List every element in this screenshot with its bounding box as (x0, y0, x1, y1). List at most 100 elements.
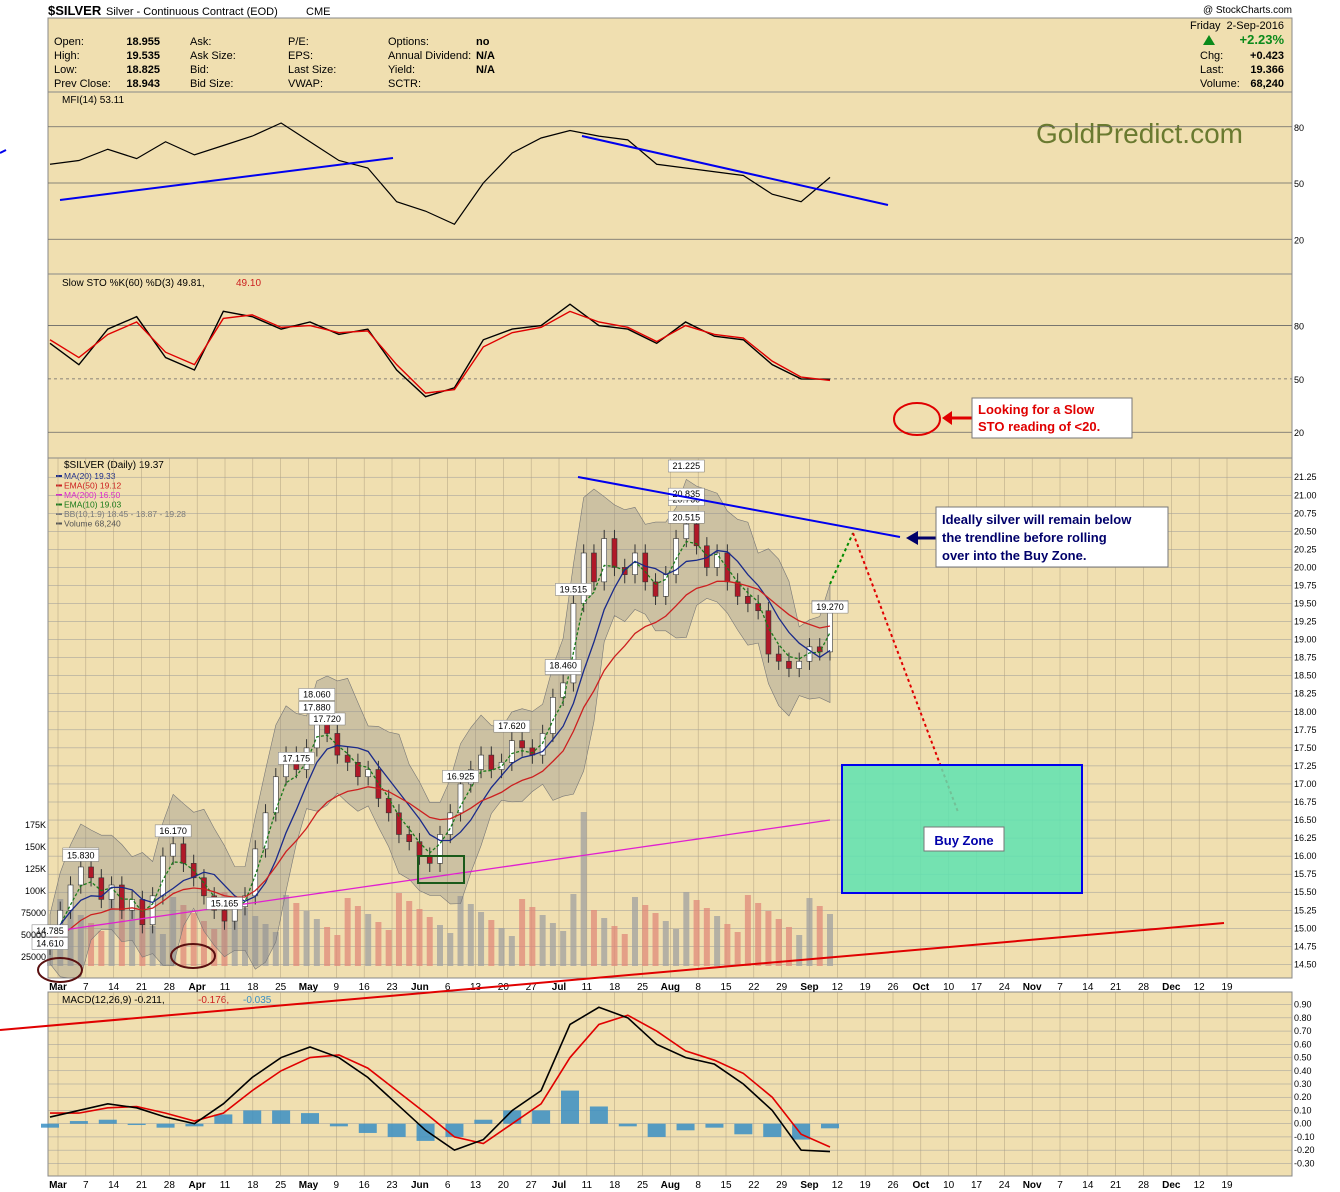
volume-bar (180, 905, 187, 966)
mfi-tick-label: 20 (1294, 235, 1304, 245)
volume-bar (816, 906, 823, 966)
sto-title-d: 49.10 (236, 278, 261, 289)
x-tick-label: Oct (912, 982, 929, 993)
candle-body (170, 843, 176, 857)
price-tick-label: 17.50 (1294, 743, 1317, 753)
volume-bar (88, 923, 95, 966)
volume-bar (313, 919, 320, 966)
macd-x-tick-label: 22 (748, 1180, 760, 1191)
macd-x-tick-label: 26 (887, 1180, 899, 1191)
volume-bar (416, 909, 423, 966)
macd-signal-line (50, 1014, 831, 1148)
macd-histogram-bar (387, 1123, 406, 1137)
quote-label: SCTR: (388, 78, 421, 90)
macd-tick-label: 0.40 (1294, 1066, 1312, 1076)
volume-bar (714, 916, 721, 966)
macd-histogram-bar (589, 1106, 608, 1124)
macd-histogram-bar (272, 1110, 291, 1124)
macd-x-tick-label: Mar (49, 1180, 67, 1191)
legend-entry: MA(20) 19.33 (64, 471, 116, 481)
candle-body (426, 855, 433, 864)
quote-value: 18.943 (126, 78, 160, 90)
macd-histogram-bar (127, 1123, 146, 1126)
quote-value: 18.955 (126, 36, 160, 48)
quote-value: 18.825 (126, 64, 160, 76)
quote-value: 19.366 (1250, 64, 1284, 76)
x-tick-label: 18 (247, 982, 259, 993)
macd-tick-label: 0.70 (1294, 1026, 1312, 1036)
macd-x-tick-label: 20 (498, 1180, 510, 1191)
legend-entry: MA(200) 16.50 (64, 490, 120, 500)
price-labels: 14.61015.84015.85016.17015.16514.78517.7… (31, 459, 849, 950)
price-tick-label: 15.00 (1294, 923, 1317, 933)
price-tick-label: 20.50 (1294, 526, 1317, 536)
indicator-lines (41, 122, 839, 1153)
macd-x-tick-label: 29 (776, 1180, 788, 1191)
price-label-box (31, 937, 69, 950)
candle-body (662, 574, 669, 597)
trend-callout-line2: the trendline before rolling (942, 530, 1107, 545)
candle-body (201, 877, 207, 897)
ema50-line (49, 580, 831, 940)
volume-bar (560, 931, 567, 966)
mfi-title: MFI(14) 53.11 (62, 95, 124, 106)
macd-tick-label: 0.00 (1294, 1119, 1312, 1129)
x-tick-label: 14 (1082, 982, 1094, 993)
macd-x-tick-label: Oct (912, 1180, 929, 1191)
macd-histogram-bar (416, 1123, 435, 1141)
price-tick-label: 19.25 (1294, 617, 1317, 627)
volume-bar (262, 924, 269, 966)
x-tick-label: 19 (860, 982, 872, 993)
volume-bar (457, 896, 464, 966)
x-tick-label: 28 (164, 982, 176, 993)
candle-body (601, 538, 608, 583)
macd-x-tick-label: 23 (386, 1180, 398, 1191)
macd-x-tick-label: 18 (609, 1180, 621, 1191)
volume-bar (673, 929, 680, 966)
x-tick-label: 25 (637, 982, 649, 993)
macd-histogram-bar (98, 1119, 117, 1124)
volume-bar (621, 934, 628, 966)
x-tick-label: 25 (275, 982, 287, 993)
macd-x-tick-label: 15 (720, 1180, 732, 1191)
volume-bar (632, 897, 638, 966)
price-label: 17.880 (303, 702, 331, 712)
volume-bar (190, 913, 197, 966)
x-tick-label: 15 (720, 982, 732, 993)
price-tick-label: 16.50 (1294, 815, 1317, 825)
x-tick-label: Mar (49, 982, 67, 993)
macd-x-tick-label: Jun (411, 1180, 429, 1191)
x-tick-label: 7 (83, 982, 89, 993)
x-tick-label: 11 (582, 982, 593, 993)
x-tick-label: Jul (552, 982, 567, 993)
candle-body (519, 740, 525, 749)
candle-body (77, 866, 84, 886)
macd-histogram-bar (474, 1119, 493, 1124)
x-tick-label: 24 (999, 982, 1011, 993)
candle-body (673, 538, 679, 575)
low-marker-2 (170, 943, 216, 969)
volume-bar (488, 920, 495, 966)
price-tick-label: 20.25 (1294, 544, 1317, 554)
price-title: $SILVER (Daily) 19.37 (64, 460, 164, 471)
price-label-box (278, 752, 315, 765)
macd-line (49, 1006, 831, 1153)
legend-entry: Volume 68,240 (64, 519, 121, 529)
macd-histogram-bar (445, 1123, 464, 1137)
volume-bar (211, 929, 218, 966)
sto-target-circle (893, 402, 941, 436)
volume-tick-label: 100K (25, 886, 46, 896)
volume-bar (334, 935, 341, 966)
macd-tick-label: -0.20 (1294, 1145, 1315, 1155)
candle-body (806, 646, 813, 662)
price-label: 20.515 (673, 512, 701, 522)
candle-body (796, 660, 803, 669)
price-label: 20.835 (673, 489, 701, 499)
price-label: 15.830 (67, 850, 95, 860)
up-arrow-icon (1203, 35, 1215, 45)
quote-value: N/A (476, 50, 495, 62)
macd-x-tick-label: 28 (164, 1180, 176, 1191)
candle-body (539, 733, 546, 756)
quote-value: no (476, 36, 490, 48)
x-tick-label: Sep (800, 982, 818, 993)
